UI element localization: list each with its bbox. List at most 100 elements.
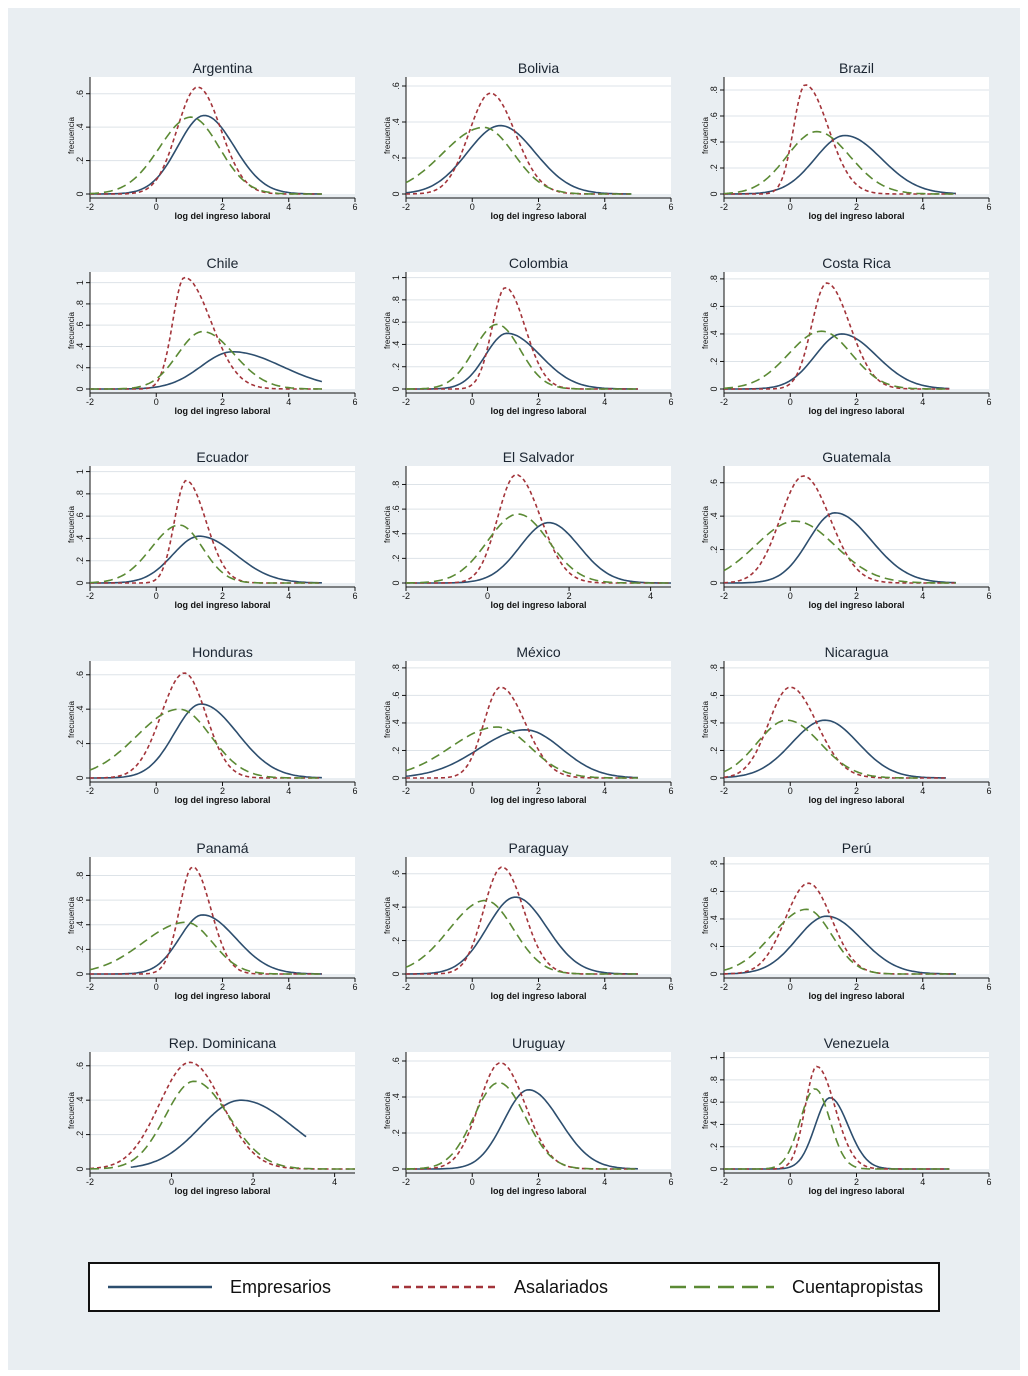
y-tick-label: .2 bbox=[709, 943, 719, 951]
x-tick-label: 2 bbox=[854, 786, 859, 796]
y-tick-label: .4 bbox=[709, 1121, 719, 1129]
plot-area bbox=[406, 466, 671, 583]
x-tick-label: 2 bbox=[854, 202, 859, 212]
y-tick-label: .8 bbox=[391, 664, 401, 672]
legend-item-empresarios: Empresarios bbox=[108, 1264, 331, 1310]
y-tick-label: .4 bbox=[75, 1096, 85, 1104]
x-tick-label: -2 bbox=[86, 591, 94, 601]
y-tick-label: .4 bbox=[75, 705, 85, 713]
panel-venezuela: Venezuela -2 0 2 4 6 log del ingreso laboral 0.… bbox=[701, 1035, 992, 1196]
y-tick-label: .6 bbox=[75, 321, 85, 329]
y-axis-label: frecuencia bbox=[701, 1092, 710, 1129]
x-axis-label: log del ingreso laboral bbox=[490, 600, 586, 610]
x-tick-label: 2 bbox=[536, 1177, 541, 1187]
plot-area bbox=[724, 77, 989, 194]
x-tick-label: 2 bbox=[251, 1177, 256, 1187]
panel-peru: Perú -2 0 2 4 6 log del ingreso laboral 0 .2 .4 .6… bbox=[701, 840, 992, 1001]
y-tick-label: .2 bbox=[709, 164, 719, 172]
x-tick-label: 4 bbox=[602, 202, 607, 212]
x-tick-label: 6 bbox=[668, 202, 673, 212]
y-tick-label: .2 bbox=[75, 740, 85, 748]
y-tick-label: 0 bbox=[75, 191, 85, 196]
x-tick-label: -2 bbox=[86, 982, 94, 992]
panel-title: Brazil bbox=[839, 60, 874, 76]
panel-title: El Salvador bbox=[503, 449, 575, 465]
y-tick-label: 0 bbox=[75, 775, 85, 780]
series-line-asalariados bbox=[406, 286, 638, 390]
series-line-cuentapropistas bbox=[89, 524, 322, 584]
x-tick-label: 0 bbox=[470, 1177, 475, 1187]
legend: Empresarios Asalariados Cuentapropistas bbox=[88, 1262, 940, 1312]
panel-honduras: Honduras -2 0 2 4 6 log del ingreso laboral 0 .2… bbox=[67, 644, 358, 805]
y-tick-label: .4 bbox=[391, 903, 401, 911]
x-tick-label: 6 bbox=[668, 982, 673, 992]
y-tick-label: .4 bbox=[709, 138, 719, 146]
series-line-empresarios bbox=[90, 114, 322, 195]
x-tick-label: -2 bbox=[720, 786, 728, 796]
x-tick-label: 4 bbox=[602, 1177, 607, 1187]
y-tick-label: 1 bbox=[75, 469, 85, 474]
x-tick-label: 2 bbox=[536, 397, 541, 407]
y-tick-label: .6 bbox=[391, 82, 401, 90]
x-tick-label: 2 bbox=[854, 1177, 859, 1187]
plot-area bbox=[90, 272, 355, 389]
y-tick-label: .2 bbox=[709, 546, 719, 554]
y-tick-label: .2 bbox=[709, 747, 719, 755]
x-tick-label: 6 bbox=[352, 591, 357, 601]
plot-area bbox=[90, 857, 355, 974]
x-tick-label: 4 bbox=[602, 786, 607, 796]
panel-title: Paraguay bbox=[509, 840, 569, 856]
y-tick-label: .4 bbox=[709, 330, 719, 338]
y-tick-label: 0 bbox=[709, 971, 719, 976]
y-tick-label: 0 bbox=[709, 386, 719, 391]
y-tick-label: .6 bbox=[391, 692, 401, 700]
panel-mexico: México -2 0 2 4 6 log del ingreso laboral 0 .2 .4… bbox=[383, 644, 674, 805]
plot-area bbox=[90, 466, 355, 583]
y-tick-label: .6 bbox=[75, 896, 85, 904]
y-axis-label: frecuencia bbox=[383, 1092, 392, 1129]
series-line-empresarios bbox=[723, 719, 946, 779]
y-tick-label: .6 bbox=[75, 512, 85, 520]
series-line-asalariados bbox=[406, 866, 638, 975]
x-tick-label: 4 bbox=[920, 1177, 925, 1187]
panel-ecuador: Ecuador -2 0 2 4 6 log del ingreso laboral 0 .2.… bbox=[67, 449, 358, 610]
y-tick-label: 0 bbox=[391, 1166, 401, 1171]
x-tick-label: -2 bbox=[86, 1177, 94, 1187]
plot-area bbox=[90, 1052, 355, 1169]
y-tick-label: .2 bbox=[75, 1131, 85, 1139]
series-line-cuentapropistas bbox=[406, 1081, 638, 1170]
legend-swatch-asalariados bbox=[392, 1285, 496, 1289]
y-tick-label: 0 bbox=[709, 775, 719, 780]
y-tick-label: .4 bbox=[75, 921, 85, 929]
series-line-cuentapropistas bbox=[405, 126, 632, 195]
y-tick-label: 0 bbox=[709, 1166, 719, 1171]
y-tick-label: .4 bbox=[75, 343, 85, 351]
y-tick-label: .4 bbox=[391, 530, 401, 538]
x-tick-label: 0 bbox=[788, 397, 793, 407]
x-axis-label: log del ingreso laboral bbox=[174, 406, 270, 416]
y-tick-label: 1 bbox=[75, 280, 85, 285]
y-tick-label: .4 bbox=[391, 341, 401, 349]
y-tick-label: .8 bbox=[75, 300, 85, 308]
plot-area bbox=[90, 661, 355, 778]
y-tick-label: .2 bbox=[75, 557, 85, 565]
y-tick-label: .2 bbox=[391, 1129, 401, 1137]
x-axis-label: log del ingreso laboral bbox=[490, 1186, 586, 1196]
x-tick-label: 2 bbox=[220, 397, 225, 407]
series-line-empresarios bbox=[405, 728, 638, 779]
plot-area bbox=[724, 1052, 989, 1169]
x-tick-label: 6 bbox=[986, 202, 991, 212]
y-tick-label: 0 bbox=[709, 580, 719, 585]
y-tick-label: 0 bbox=[391, 971, 401, 976]
x-tick-label: -2 bbox=[86, 786, 94, 796]
plot-area bbox=[724, 857, 989, 974]
y-tick-label: .8 bbox=[75, 490, 85, 498]
y-tick-label: .2 bbox=[75, 157, 85, 165]
y-axis-label: frecuencia bbox=[67, 312, 76, 349]
x-tick-label: 4 bbox=[602, 397, 607, 407]
plot-area bbox=[406, 77, 671, 194]
x-tick-label: -2 bbox=[402, 202, 410, 212]
series-line-cuentapropistas bbox=[724, 1088, 950, 1170]
series-line-empresarios bbox=[724, 915, 956, 975]
y-tick-label: .8 bbox=[709, 860, 719, 868]
